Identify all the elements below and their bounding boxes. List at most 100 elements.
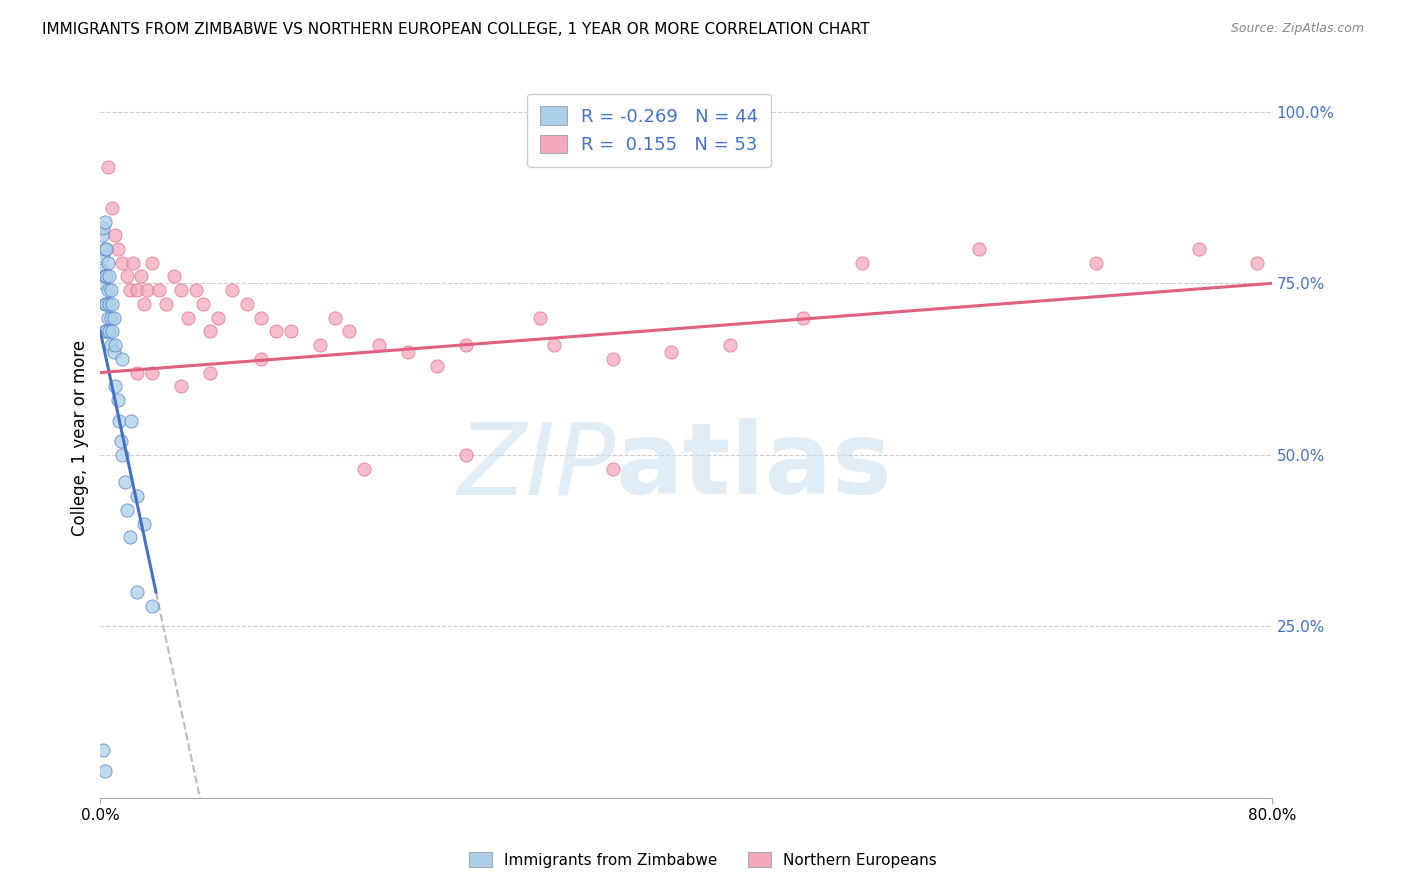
Y-axis label: College, 1 year or more: College, 1 year or more xyxy=(72,340,89,536)
Point xyxy=(131,269,153,284)
Point xyxy=(141,366,163,380)
Point xyxy=(90,228,112,243)
Point xyxy=(101,324,124,338)
Point xyxy=(264,324,287,338)
Point xyxy=(456,448,478,462)
Point xyxy=(280,324,302,338)
Point xyxy=(1188,242,1211,256)
Point xyxy=(118,283,141,297)
Point xyxy=(100,283,122,297)
Point xyxy=(125,366,148,380)
Legend: R = -0.269   N = 44, R =  0.155   N = 53: R = -0.269 N = 44, R = 0.155 N = 53 xyxy=(527,94,770,167)
Point xyxy=(100,338,122,352)
Point xyxy=(718,338,741,352)
Point xyxy=(456,338,478,352)
Point xyxy=(93,214,115,228)
Point xyxy=(115,503,138,517)
Point xyxy=(114,475,136,490)
Point xyxy=(967,242,990,256)
Point xyxy=(250,310,273,325)
Point xyxy=(93,297,115,311)
Point xyxy=(134,516,156,531)
Point xyxy=(103,345,125,359)
Point xyxy=(396,345,419,359)
Point xyxy=(96,324,118,338)
Point xyxy=(103,310,125,325)
Point xyxy=(191,297,214,311)
Point xyxy=(1246,256,1268,270)
Point xyxy=(155,297,177,311)
Point xyxy=(108,414,131,428)
Point xyxy=(148,283,170,297)
Point xyxy=(337,324,360,338)
Point xyxy=(120,414,142,428)
Point xyxy=(91,249,114,263)
Text: IMMIGRANTS FROM ZIMBABWE VS NORTHERN EUROPEAN COLLEGE, 1 YEAR OR MORE CORRELATIO: IMMIGRANTS FROM ZIMBABWE VS NORTHERN EUR… xyxy=(42,22,870,37)
Point xyxy=(236,297,259,311)
Point xyxy=(96,269,118,284)
Point xyxy=(98,269,121,284)
Point xyxy=(602,461,624,475)
Point xyxy=(101,297,124,311)
Point xyxy=(90,262,112,277)
Point xyxy=(107,392,129,407)
Point xyxy=(162,269,184,284)
Point xyxy=(792,310,814,325)
Point xyxy=(91,221,114,235)
Point xyxy=(309,338,332,352)
Point xyxy=(141,256,163,270)
Text: Source: ZipAtlas.com: Source: ZipAtlas.com xyxy=(1230,22,1364,36)
Point xyxy=(177,310,200,325)
Point xyxy=(121,256,143,270)
Point xyxy=(250,351,273,366)
Point xyxy=(93,764,115,778)
Point xyxy=(134,297,156,311)
Point xyxy=(198,324,221,338)
Point xyxy=(184,283,207,297)
Point xyxy=(221,283,243,297)
Point xyxy=(111,256,134,270)
Point xyxy=(426,359,449,373)
Point xyxy=(98,324,121,338)
Point xyxy=(118,530,141,544)
Text: atlas: atlas xyxy=(616,418,893,515)
Point xyxy=(97,256,120,270)
Legend: Immigrants from Zimbabwe, Northern Europeans: Immigrants from Zimbabwe, Northern Europ… xyxy=(461,844,945,875)
Point xyxy=(661,345,683,359)
Point xyxy=(207,310,229,325)
Point xyxy=(851,256,873,270)
Point xyxy=(353,461,375,475)
Point xyxy=(107,242,129,256)
Point xyxy=(96,242,118,256)
Point xyxy=(170,283,193,297)
Point xyxy=(111,448,134,462)
Point xyxy=(125,283,148,297)
Point xyxy=(367,338,389,352)
Point xyxy=(97,283,120,297)
Point xyxy=(125,585,148,599)
Point xyxy=(91,743,114,757)
Point xyxy=(104,379,127,393)
Point xyxy=(100,310,122,325)
Point xyxy=(110,434,132,449)
Point xyxy=(91,277,114,291)
Point xyxy=(141,599,163,613)
Point xyxy=(97,160,120,174)
Point xyxy=(111,351,134,366)
Point xyxy=(115,269,138,284)
Point xyxy=(101,201,124,215)
Point xyxy=(93,242,115,256)
Point xyxy=(1085,256,1108,270)
Point xyxy=(98,297,121,311)
Point xyxy=(543,338,565,352)
Point xyxy=(96,297,118,311)
Point xyxy=(323,310,346,325)
Point xyxy=(170,379,193,393)
Point xyxy=(136,283,159,297)
Point xyxy=(125,489,148,503)
Point xyxy=(198,366,221,380)
Point xyxy=(93,324,115,338)
Point xyxy=(93,269,115,284)
Point xyxy=(97,310,120,325)
Point xyxy=(104,228,127,243)
